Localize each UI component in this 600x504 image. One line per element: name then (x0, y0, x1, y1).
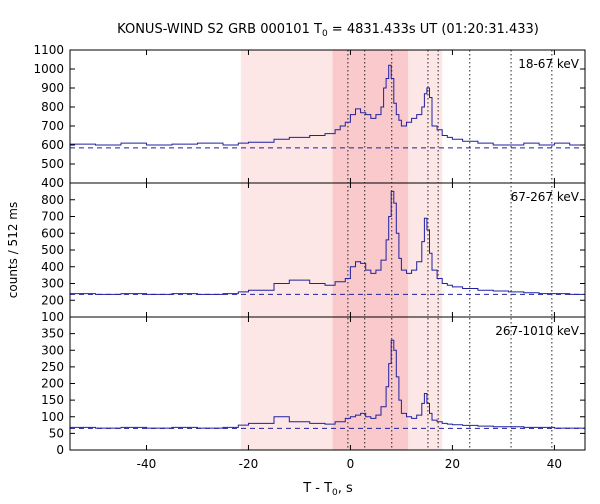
ytick-label-p2-5: 250 (41, 360, 64, 374)
title-prefix: KONUS-WIND S2 GRB 000101 T (117, 22, 322, 37)
title-subscript: 0 (322, 29, 328, 39)
xlabel-suffix: , s (338, 481, 353, 496)
x-axis-label: T - T0, s (302, 481, 353, 498)
ytick-label-p1-0: 100 (41, 310, 64, 324)
y-axis-label: counts / 512 ms (6, 202, 20, 298)
title-suffix: = 4831.433s UT (01:20:31.433) (328, 22, 539, 37)
ytick-label-p2-3: 150 (41, 393, 64, 407)
xtick-label-0: -40 (137, 457, 157, 471)
ytick-label-p2-2: 100 (41, 410, 64, 424)
xlabel-subscript: 0 (332, 488, 338, 498)
ytick-label-p2-7: 350 (41, 327, 64, 341)
ytick-label-p0-4: 800 (41, 100, 64, 114)
ytick-label-p2-1: 50 (49, 426, 64, 440)
ytick-label-p0-6: 1000 (33, 62, 64, 76)
panel-label-0: 18-67 keV (518, 57, 580, 71)
chart-title: KONUS-WIND S2 GRB 000101 T0 = 4831.433s … (117, 22, 539, 39)
ytick-label-p2-6: 300 (41, 343, 64, 357)
ytick-label-p0-0: 400 (41, 176, 64, 190)
ytick-label-p2-4: 200 (41, 377, 64, 391)
xtick-label-4: 40 (547, 457, 562, 471)
ytick-label-p1-6: 700 (41, 210, 64, 224)
ytick-label-p1-5: 600 (41, 226, 64, 240)
panel-label-2: 267-1010 keV (495, 324, 579, 338)
series-line-panel-2 (70, 339, 586, 431)
xlabel-prefix: T - T (302, 481, 332, 496)
ytick-label-p0-3: 700 (41, 119, 64, 133)
ytick-label-p1-7: 800 (41, 193, 64, 207)
xtick-label-3: 20 (445, 457, 460, 471)
xtick-label-1: -20 (239, 457, 259, 471)
xtick-label-2: 0 (347, 457, 355, 471)
panel-label-1: 67-267 keV (511, 190, 580, 204)
series-line-panel-0 (70, 64, 586, 147)
ytick-label-p2-0: 0 (56, 443, 64, 457)
ytick-label-p0-1: 500 (41, 157, 64, 171)
ytick-label-p1-1: 200 (41, 293, 64, 307)
ytick-label-p0-7: 1100 (33, 43, 64, 57)
ytick-label-p1-3: 400 (41, 260, 64, 274)
ytick-label-p0-2: 600 (41, 138, 64, 152)
ytick-label-p0-5: 900 (41, 81, 64, 95)
ytick-label-p1-2: 300 (41, 277, 64, 291)
series-line-panel-1 (70, 190, 585, 295)
ytick-label-p1-4: 500 (41, 243, 64, 257)
